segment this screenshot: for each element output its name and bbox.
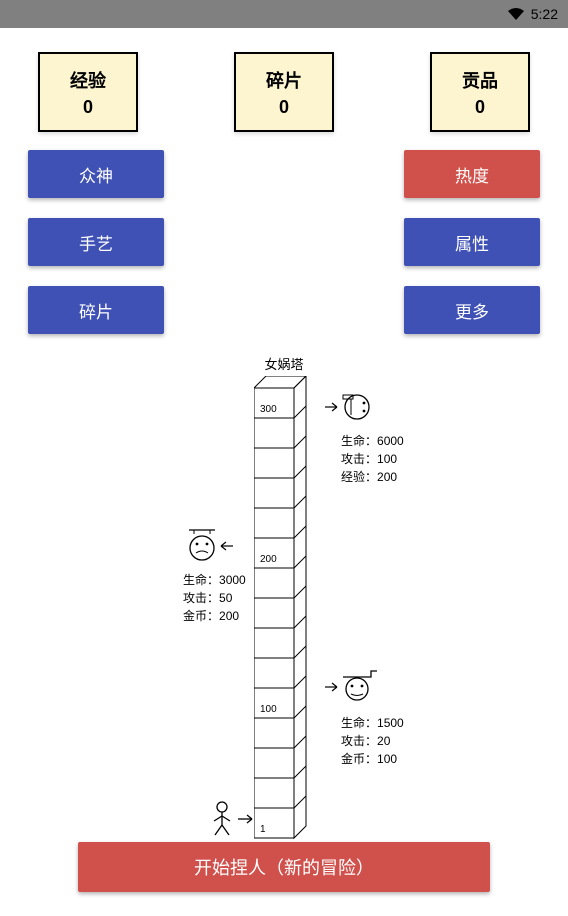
more-button[interactable]: 更多 bbox=[404, 286, 540, 334]
craft-button[interactable]: 手艺 bbox=[28, 218, 164, 266]
stat-fragment-value: 0 bbox=[279, 97, 289, 118]
stat-exp-value: 0 bbox=[83, 97, 93, 118]
heat-button[interactable]: 热度 bbox=[404, 150, 540, 198]
arrow-enemy-low-icon bbox=[325, 667, 381, 707]
enemy-top-hp: 生命：6000 bbox=[341, 432, 404, 450]
enemy-mid: 生命：3000 攻击：50 金币：200 bbox=[183, 526, 247, 625]
arrow-enemy-mid-icon bbox=[183, 526, 247, 566]
enemy-top-exp: 经验：200 bbox=[341, 468, 404, 486]
attributes-button[interactable]: 属性 bbox=[404, 218, 540, 266]
tower-area: 女娲塔 bbox=[0, 354, 568, 864]
floor-1: 1 bbox=[260, 824, 266, 835]
enemy-mid-hp: 生命：3000 bbox=[183, 571, 247, 589]
enemy-top: 生命：6000 攻击：100 经验：200 bbox=[325, 389, 404, 486]
enemy-low: 生命：1500 攻击：20 金币：100 bbox=[325, 667, 404, 768]
floor-200: 200 bbox=[260, 554, 277, 565]
arrow-enemy-top-icon bbox=[325, 389, 375, 425]
stat-tribute: 贡品 0 bbox=[430, 52, 530, 132]
stat-exp: 经验 0 bbox=[38, 52, 138, 132]
floor-100: 100 bbox=[260, 704, 277, 715]
enemy-top-atk: 攻击：100 bbox=[341, 450, 404, 468]
status-bar: 5:22 bbox=[0, 0, 568, 28]
player-icon bbox=[210, 799, 260, 839]
start-button[interactable]: 开始捏人（新的冒险） bbox=[78, 842, 490, 892]
fragments-button[interactable]: 碎片 bbox=[28, 286, 164, 334]
gods-button[interactable]: 众神 bbox=[28, 150, 164, 198]
stat-tribute-value: 0 bbox=[475, 97, 485, 118]
stat-fragment-label: 碎片 bbox=[266, 67, 302, 93]
stat-fragment: 碎片 0 bbox=[234, 52, 334, 132]
enemy-low-hp: 生命：1500 bbox=[341, 714, 404, 732]
stat-exp-label: 经验 bbox=[70, 67, 106, 93]
enemy-mid-gold: 金币：200 bbox=[183, 607, 247, 625]
player-figure bbox=[210, 799, 260, 844]
stat-row: 经验 0 碎片 0 贡品 0 bbox=[0, 28, 568, 150]
clock-time: 5:22 bbox=[531, 6, 558, 22]
enemy-mid-atk: 攻击：50 bbox=[183, 589, 247, 607]
enemy-low-atk: 攻击：20 bbox=[341, 732, 404, 750]
floor-300: 300 bbox=[260, 404, 277, 415]
tower-svg: 300 200 100 1 bbox=[254, 376, 314, 841]
stat-tribute-label: 贡品 bbox=[462, 67, 498, 93]
tower-title: 女娲塔 bbox=[264, 354, 303, 373]
wifi-icon bbox=[507, 7, 525, 21]
enemy-low-gold: 金币：100 bbox=[341, 750, 404, 768]
